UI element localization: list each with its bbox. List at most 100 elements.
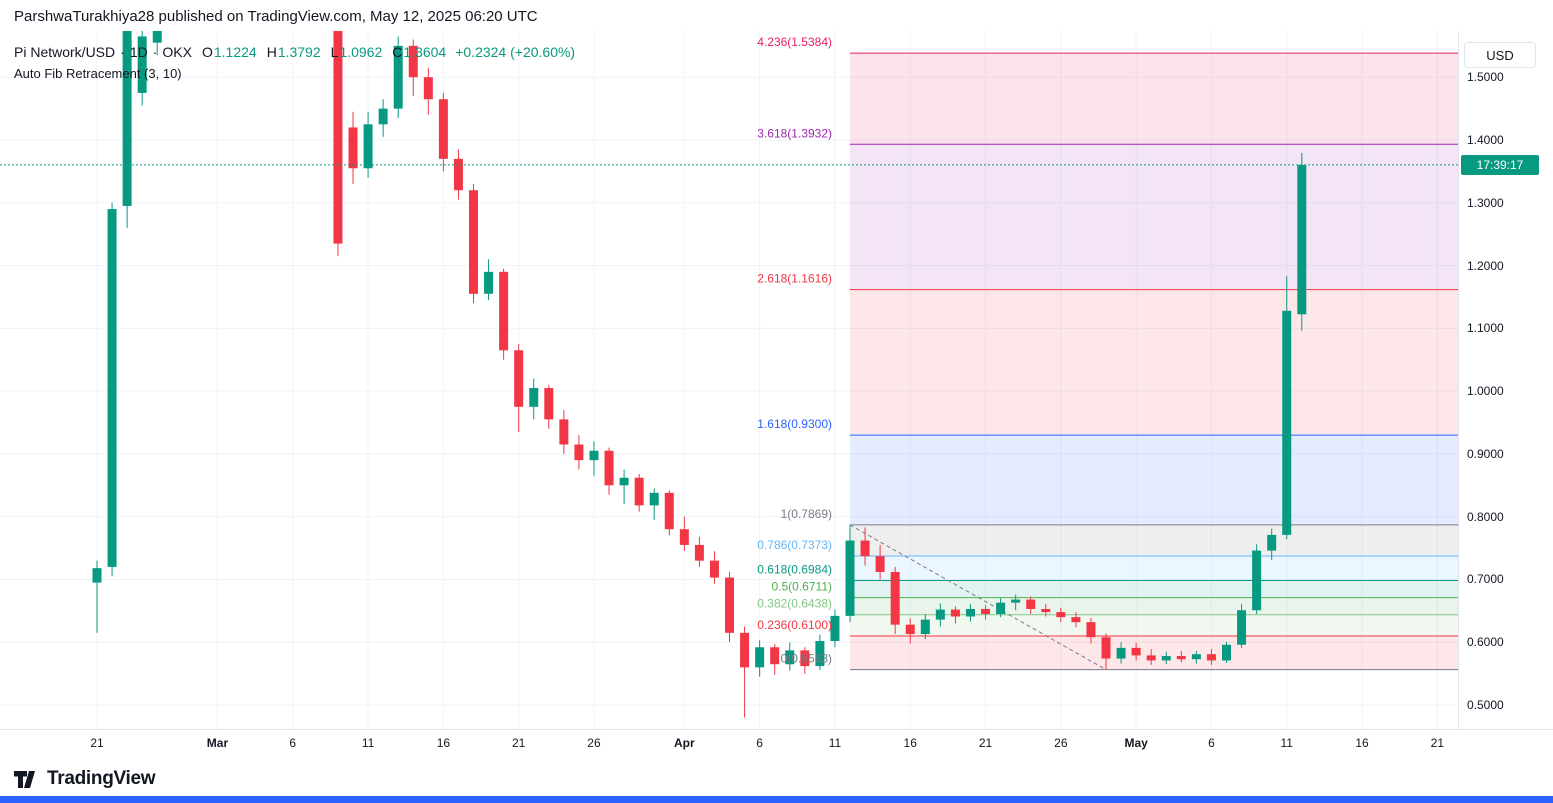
time-tick-label: 21: [511, 736, 526, 750]
candle: [1206, 649, 1216, 665]
ohlc-high: H1.3792: [266, 44, 321, 60]
candle: [544, 384, 554, 429]
tradingview-link[interactable]: TradingView: [14, 768, 156, 790]
candle: [453, 149, 463, 200]
candle: [363, 111, 373, 178]
price-axis[interactable]: USD 17:39:17 1.5000 1.4000 1.3000 1.2000 1.1…: [1458, 0, 1553, 756]
candle: [1297, 153, 1307, 331]
time-tick-label: 21: [1430, 736, 1445, 750]
candle: [860, 527, 870, 566]
ohlc-open: O1.1224: [201, 44, 257, 60]
candle: [981, 605, 991, 620]
candle: [1176, 651, 1186, 663]
candle: [589, 441, 599, 476]
symbol-row[interactable]: Pi Network/USD · 1D · OKX O1.1224 H1.3792 L1.09…: [14, 44, 575, 60]
candle: [1146, 649, 1156, 665]
candle: [1252, 544, 1262, 614]
candle: [890, 566, 900, 635]
candle: [408, 39, 418, 97]
time-tick-label: 11: [1280, 736, 1293, 750]
candle: [378, 99, 388, 137]
change-label: +0.2324 (+20.60%): [455, 44, 576, 60]
candle: [679, 516, 689, 552]
candles: [92, 31, 1307, 718]
candle: [725, 571, 735, 643]
candle: [1116, 642, 1126, 664]
candle: [1237, 603, 1247, 648]
candle: [920, 613, 930, 640]
candle: [393, 36, 403, 119]
time-tick-label: 6: [1208, 736, 1215, 750]
indicator-row[interactable]: Auto Fib Retracement (3, 10): [14, 66, 575, 81]
candle: [785, 642, 795, 671]
tradingview-wordmark: TradingView: [47, 768, 156, 789]
price-tick-label: 1.0000: [1467, 384, 1504, 399]
price-tick-label: 1.2000: [1467, 258, 1504, 273]
candle: [649, 488, 659, 520]
fib-level-lines: [850, 52, 1458, 671]
candle: [875, 544, 885, 580]
candle: [152, 31, 162, 56]
time-tick-label: 16: [903, 736, 917, 750]
candle: [755, 640, 765, 677]
ohlc-close: C1.3604: [392, 44, 447, 60]
candle: [740, 626, 750, 718]
price-tick-label: 0.6000: [1467, 635, 1504, 650]
candle: [1191, 651, 1201, 664]
candle: [664, 490, 674, 536]
candle: [1071, 612, 1081, 628]
tradingview-logo-icon: [14, 770, 35, 788]
price-tick-label: 1.3000: [1467, 195, 1504, 210]
price-tick-label: 0.8000: [1467, 509, 1504, 524]
fib-baseline: [849, 524, 1107, 671]
time-tick-label: 16: [436, 736, 451, 750]
candle: [92, 560, 102, 633]
time-axis[interactable]: 21 Mar 6 11 16 21 26 Apr 6 11 16 21 26 May 6 11 16 21: [0, 729, 1553, 757]
candle: [1086, 617, 1096, 644]
candle: [574, 435, 584, 470]
candle: [709, 551, 719, 584]
time-tick-label: May: [1124, 736, 1148, 750]
candle: [800, 647, 810, 674]
symbol-name: Pi Network/USD: [14, 44, 116, 60]
fib-level-label: 4.236(1.5384): [757, 35, 832, 49]
candle: [1222, 641, 1231, 663]
time-tick-label: Apr: [673, 736, 695, 750]
indicator-label: Auto Fib Retracement (3, 10): [14, 66, 182, 81]
fib-level-label: 0.618(0.6984): [757, 562, 832, 576]
candle: [815, 634, 825, 670]
time-tick-label: 21: [90, 736, 104, 750]
fib-level-label: 0.5(0.6711): [772, 580, 833, 594]
time-tick-label: 26: [587, 736, 601, 750]
candle: [348, 111, 358, 184]
candle: [1282, 276, 1292, 540]
candle: [333, 31, 343, 257]
candle: [694, 536, 704, 567]
exchange-label: OKX: [162, 44, 192, 60]
fib-level-label: 3.618(1.3932): [757, 126, 832, 140]
price-tick-label: 1.1000: [1467, 321, 1504, 336]
time-tick-label: 6: [756, 736, 763, 750]
candle: [1026, 596, 1036, 614]
candle: [1056, 607, 1066, 623]
attribution-text: ParshwaTurakhiya28 published on TradingV…: [14, 8, 538, 25]
fib-level-label: 1(0.7869): [781, 507, 832, 521]
price-tick-label: 1.5000: [1467, 70, 1504, 85]
separator: ·: [120, 44, 125, 60]
candle: [137, 31, 147, 106]
time-tick-label: 11: [828, 736, 842, 750]
candle: [1041, 603, 1051, 617]
fib-level-label: 0(0.5563): [781, 652, 832, 666]
separator: ·: [152, 44, 158, 60]
candle: [107, 202, 117, 577]
countdown-badge: 17:39:17: [1461, 154, 1539, 175]
fib-level-label: 0.236(0.6100): [757, 618, 832, 632]
candle: [1161, 651, 1171, 665]
candle: [935, 603, 945, 627]
candle: [634, 473, 644, 512]
price-tick-label: 0.7000: [1467, 572, 1504, 587]
fib-level-label: 2.618(1.1616): [757, 272, 832, 286]
currency-button[interactable]: USD: [1464, 42, 1536, 68]
